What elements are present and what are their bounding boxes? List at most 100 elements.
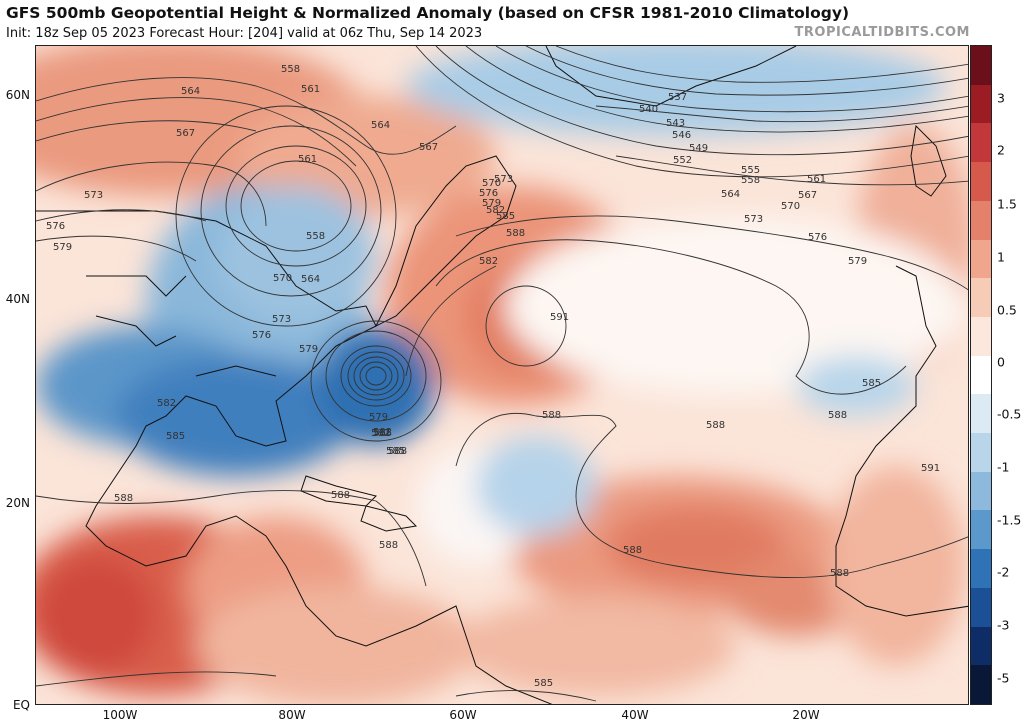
colorbar-label: 2 — [997, 142, 1005, 158]
contour-label: 561 — [807, 174, 826, 185]
contour-label: 576 — [808, 232, 827, 243]
colorbar-swatch — [971, 278, 991, 317]
height-contours — [36, 46, 968, 702]
contour-label: 537 — [668, 92, 687, 103]
contour-label: 579 — [53, 242, 72, 253]
map-title: GFS 500mb Geopotential Height & Normaliz… — [6, 4, 850, 22]
colorbar-label: -0.5 — [997, 406, 1022, 422]
contour-label: 564 — [301, 274, 320, 285]
lon-label-80w: 80W — [278, 708, 306, 722]
colorbar — [970, 45, 992, 705]
lon-label-40w: 40W — [621, 708, 649, 722]
contour-label: 582 — [157, 398, 176, 409]
forecast-subtitle: Init: 18z Sep 05 2023 Forecast Hour: [20… — [6, 26, 483, 41]
contour-labels: 558 564 561 567 564 567 561 573 576 579 … — [46, 64, 940, 689]
lon-label-20w: 20W — [792, 708, 820, 722]
contour-label: 579 — [299, 344, 318, 355]
contour-label: 558 — [306, 231, 325, 242]
colorbar-swatch — [971, 239, 991, 279]
contour-label: 591 — [921, 463, 940, 474]
contour-label: 588 — [114, 493, 133, 504]
colorbar-label: 3 — [997, 90, 1005, 106]
contour-label: 576 — [46, 221, 65, 232]
contour-label: 591 — [550, 312, 569, 323]
contour-label: 579 — [848, 256, 867, 267]
contour-label: 564 — [721, 189, 740, 200]
contour-label: 558 — [741, 175, 760, 186]
colorbar-label: 0.5 — [997, 302, 1017, 318]
contour-label: 564 — [371, 120, 390, 131]
contour-label: 582 — [479, 256, 498, 267]
colorbar-swatch — [971, 355, 991, 395]
contour-label: 588 — [623, 545, 642, 556]
lat-label-20n: 20N — [5, 496, 30, 510]
colorbar-swatch — [971, 549, 991, 588]
anomaly-map: 558 564 561 567 564 567 561 573 576 579 … — [36, 46, 968, 704]
contour-label: 579 — [369, 412, 388, 423]
colorbar-swatch — [971, 510, 991, 550]
contour-label: 546 — [672, 130, 691, 141]
coastlines — [36, 46, 968, 704]
colorbar-label: 1.5 — [997, 196, 1017, 212]
colorbar-swatch — [971, 84, 991, 124]
contour-label: 549 — [689, 143, 708, 154]
contour-label: 588 — [506, 228, 525, 239]
lat-label-eq: EQ — [12, 698, 30, 712]
contour-label: 588 — [828, 410, 847, 421]
contour-label: 576 — [479, 188, 498, 199]
contour-label: 564 — [181, 86, 200, 97]
contour-label: 588 — [542, 410, 561, 421]
anomaly-field — [36, 46, 968, 704]
colorbar-label: -1.5 — [997, 512, 1022, 528]
contour-label: 567 — [798, 190, 817, 201]
colorbar-swatch — [971, 433, 991, 472]
contour-label: 582 — [373, 427, 392, 438]
lat-label-40n: 40N — [5, 292, 30, 306]
contour-label: 576 — [252, 330, 271, 341]
contour-label: 573 — [84, 190, 103, 201]
contour-label: 573 — [272, 314, 291, 325]
brand-watermark: TROPICALTIDBITS.COM — [794, 25, 970, 40]
contour-label: 588 — [706, 420, 725, 431]
colorbar-swatch — [971, 394, 991, 434]
colorbar-label: -2 — [997, 564, 1010, 580]
lat-label-60n: 60N — [5, 88, 30, 102]
colorbar-swatch — [971, 665, 991, 704]
contour-label: 588 — [830, 568, 849, 579]
contour-label: 561 — [298, 154, 317, 165]
colorbar-swatch — [971, 200, 991, 240]
contour-label: 582 — [371, 428, 390, 439]
contour-label: 570 — [781, 201, 800, 212]
contour-label: 588 — [388, 446, 407, 457]
colorbar-label: -5 — [997, 670, 1010, 686]
colorbar-swatch — [971, 587, 991, 627]
colorbar-swatch — [971, 626, 991, 666]
contour-label: 573 — [744, 214, 763, 225]
contour-label: 585 — [386, 446, 405, 457]
contour-label: 543 — [666, 118, 685, 129]
contour-label: 588 — [331, 490, 350, 501]
colorbar-swatch — [971, 162, 991, 201]
contour-label: 570 — [482, 178, 501, 189]
contour-label: 585 — [862, 378, 881, 389]
colorbar-label: 0 — [997, 354, 1005, 370]
colorbar-label: 1 — [997, 249, 1005, 265]
contour-label: 555 — [741, 165, 760, 176]
colorbar-swatch — [971, 316, 991, 356]
contour-label: 582 — [486, 205, 505, 216]
map-panel[interactable]: 558 564 561 567 564 567 561 573 576 579 … — [35, 45, 969, 705]
contour-label: 573 — [494, 174, 513, 185]
contour-label: 588 — [379, 540, 398, 551]
contour-label: 567 — [419, 142, 438, 153]
contour-label: 579 — [482, 198, 501, 209]
contour-label: 585 — [373, 428, 392, 439]
contour-label: 561 — [301, 84, 320, 95]
contour-label: 567 — [176, 128, 195, 139]
contour-label: 552 — [673, 155, 692, 166]
colorbar-swatch — [971, 123, 991, 163]
contour-label: 585 — [534, 678, 553, 689]
colorbar-label: -1 — [997, 459, 1010, 475]
contour-label: 558 — [281, 64, 300, 75]
colorbar-swatch — [971, 471, 991, 511]
contour-label: 570 — [273, 273, 292, 284]
